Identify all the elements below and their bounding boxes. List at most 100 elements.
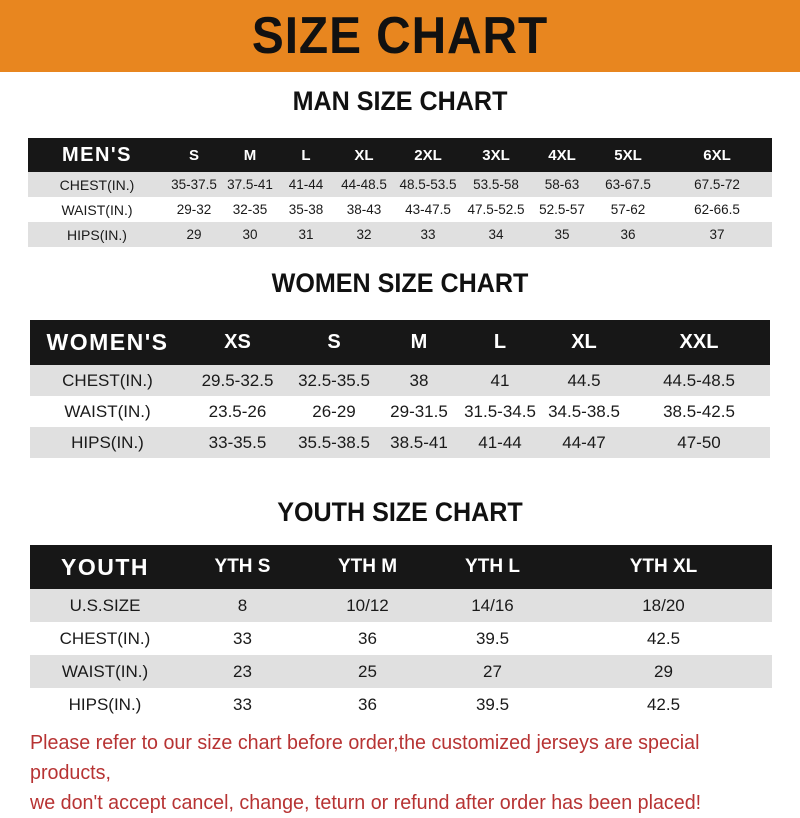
men-cell-0-5: 53.5-58 <box>473 177 519 192</box>
men-cell-1-8: 62-66.5 <box>694 202 740 217</box>
youth-corner-label: YOUTH <box>61 553 149 580</box>
men-cell-2-2: 31 <box>298 227 314 242</box>
youth-row-3-label: HIPS(IN.) <box>68 694 142 714</box>
youth-cell-3-0: 33 <box>233 694 252 714</box>
women-cell-1-2: 29-31.5 <box>390 401 448 421</box>
men-table-header-row: MEN'S S M L XL 2XL 3XL 4XL 5XL 6XL <box>28 138 772 172</box>
men-cell-0-3: 44-48.5 <box>341 177 387 192</box>
women-cell-2-0: 33-35.5 <box>208 432 267 452</box>
women-row-2-label: HIPS(IN.) <box>71 432 144 452</box>
men-cell-1-3: 38-43 <box>346 202 382 217</box>
youth-cell-0-1: 10/12 <box>346 595 389 615</box>
youth-cell-0-2: 14/16 <box>471 595 514 615</box>
youth-cell-3-2: 39.5 <box>475 694 510 714</box>
men-cell-1-4: 43-47.5 <box>405 202 451 217</box>
disclaimer-line-1: Please refer to our size chart before or… <box>30 731 700 784</box>
women-table-header-row: WOMEN'S XS S M L XL XXL <box>30 320 770 365</box>
men-cell-2-0: 29 <box>186 227 202 242</box>
table-row: U.S.SIZE 8 10/12 14/16 18/20 <box>30 589 772 622</box>
men-cell-0-7: 63-67.5 <box>605 177 651 192</box>
women-col-5: XXL <box>679 331 719 353</box>
men-cell-1-5: 47.5-52.5 <box>467 202 525 217</box>
youth-row-0-label: U.S.SIZE <box>69 595 141 615</box>
men-cell-1-2: 35-38 <box>288 202 324 217</box>
table-row: CHEST(IN.) 33 36 39.5 42.5 <box>30 622 772 655</box>
women-row-1-label: WAIST(IN.) <box>64 401 151 421</box>
men-row-1-label: WAIST(IN.) <box>61 201 133 218</box>
table-row: CHEST(IN.) 35-37.5 37.5-41 41-44 44-48.5… <box>28 172 772 197</box>
table-row: WAIST(IN.) 23.5-26 26-29 29-31.5 31.5-34… <box>30 396 770 427</box>
women-size-table: WOMEN'S XS S M L XL XXL CHEST(IN.) 29.5-… <box>30 320 770 458</box>
men-cell-0-8: 67.5-72 <box>694 177 740 192</box>
men-cell-2-6: 35 <box>554 227 570 242</box>
women-cell-2-1: 35.5-38.5 <box>298 432 370 452</box>
table-row: HIPS(IN.) 33 36 39.5 42.5 <box>30 688 772 721</box>
men-cell-2-7: 36 <box>620 227 636 242</box>
men-cell-2-4: 33 <box>420 227 436 242</box>
women-cell-0-2: 38 <box>409 370 429 390</box>
women-cell-1-0: 23.5-26 <box>208 401 267 421</box>
men-cell-2-8: 37 <box>709 227 725 242</box>
women-col-4: XL <box>571 331 597 353</box>
women-cell-0-1: 32.5-35.5 <box>298 370 370 390</box>
women-corner-label: WOMEN'S <box>46 329 169 355</box>
men-col-4: 2XL <box>414 146 442 164</box>
men-col-7: 5XL <box>614 146 642 164</box>
section-title-women: WOMEN SIZE CHART <box>271 268 529 298</box>
women-cell-1-1: 26-29 <box>312 401 356 421</box>
men-col-2: L <box>301 146 311 164</box>
section-title-man: MAN SIZE CHART <box>292 86 508 116</box>
women-cell-0-5: 44.5-48.5 <box>663 370 735 390</box>
women-cell-1-4: 34.5-38.5 <box>548 401 620 421</box>
women-row-0-label: CHEST(IN.) <box>62 370 153 390</box>
men-cell-0-1: 37.5-41 <box>227 177 273 192</box>
women-cell-2-4: 44-47 <box>562 432 606 452</box>
men-row-0-label: CHEST(IN.) <box>59 176 135 193</box>
men-col-6: 4XL <box>548 146 576 164</box>
table-row: CHEST(IN.) 29.5-32.5 32.5-35.5 38 41 44.… <box>30 365 770 396</box>
men-row-2-label: HIPS(IN.) <box>67 226 127 243</box>
youth-col-0: YTH S <box>214 556 271 577</box>
section-title-youth: YOUTH SIZE CHART <box>277 497 523 527</box>
youth-cell-2-3: 29 <box>654 661 673 681</box>
table-row: HIPS(IN.) 33-35.5 35.5-38.5 38.5-41 41-4… <box>30 427 770 458</box>
youth-cell-3-3: 42.5 <box>646 694 681 714</box>
men-cell-1-7: 57-62 <box>610 202 646 217</box>
women-cell-0-0: 29.5-32.5 <box>201 370 274 390</box>
women-col-1: S <box>327 331 341 353</box>
men-col-0: S <box>188 146 199 164</box>
women-cell-0-4: 44.5 <box>567 370 601 390</box>
youth-cell-1-3: 42.5 <box>646 628 681 648</box>
women-cell-0-3: 41 <box>490 370 510 390</box>
disclaimer-line-2: we don't accept cancel, change, teturn o… <box>30 791 702 814</box>
youth-cell-3-1: 36 <box>358 694 377 714</box>
women-cell-2-5: 47-50 <box>677 432 721 452</box>
disclaimer-text: Please refer to our size chart before or… <box>30 728 755 818</box>
youth-cell-2-0: 23 <box>233 661 252 681</box>
youth-col-3: YTH XL <box>629 556 698 577</box>
table-row: WAIST(IN.) 23 25 27 29 <box>30 655 772 688</box>
women-cell-2-2: 38.5-41 <box>390 432 448 452</box>
youth-cell-0-3: 18/20 <box>642 595 685 615</box>
men-col-1: M <box>243 146 257 164</box>
youth-cell-1-1: 36 <box>358 628 377 648</box>
men-cell-0-2: 41-44 <box>288 177 324 192</box>
youth-cell-1-2: 39.5 <box>475 628 510 648</box>
men-cell-1-1: 32-35 <box>232 202 268 217</box>
men-cell-2-3: 32 <box>356 227 372 242</box>
youth-row-2-label: WAIST(IN.) <box>61 661 149 681</box>
men-cell-2-1: 30 <box>242 227 258 242</box>
youth-col-1: YTH M <box>337 556 398 577</box>
women-col-0: XS <box>224 331 251 353</box>
youth-row-1-label: CHEST(IN.) <box>59 628 151 648</box>
women-cell-1-3: 31.5-34.5 <box>464 401 536 421</box>
women-cell-2-3: 41-44 <box>478 432 522 452</box>
men-cell-0-6: 58-63 <box>544 177 580 192</box>
men-col-8: 6XL <box>703 146 731 164</box>
youth-cell-1-0: 33 <box>233 628 252 648</box>
men-col-5: 3XL <box>482 146 510 164</box>
men-cell-1-0: 29-32 <box>176 202 212 217</box>
youth-cell-2-1: 25 <box>358 661 377 681</box>
table-row: HIPS(IN.) 29 30 31 32 33 34 35 36 37 <box>28 222 772 247</box>
table-row: WAIST(IN.) 29-32 32-35 35-38 38-43 43-47… <box>28 197 772 222</box>
